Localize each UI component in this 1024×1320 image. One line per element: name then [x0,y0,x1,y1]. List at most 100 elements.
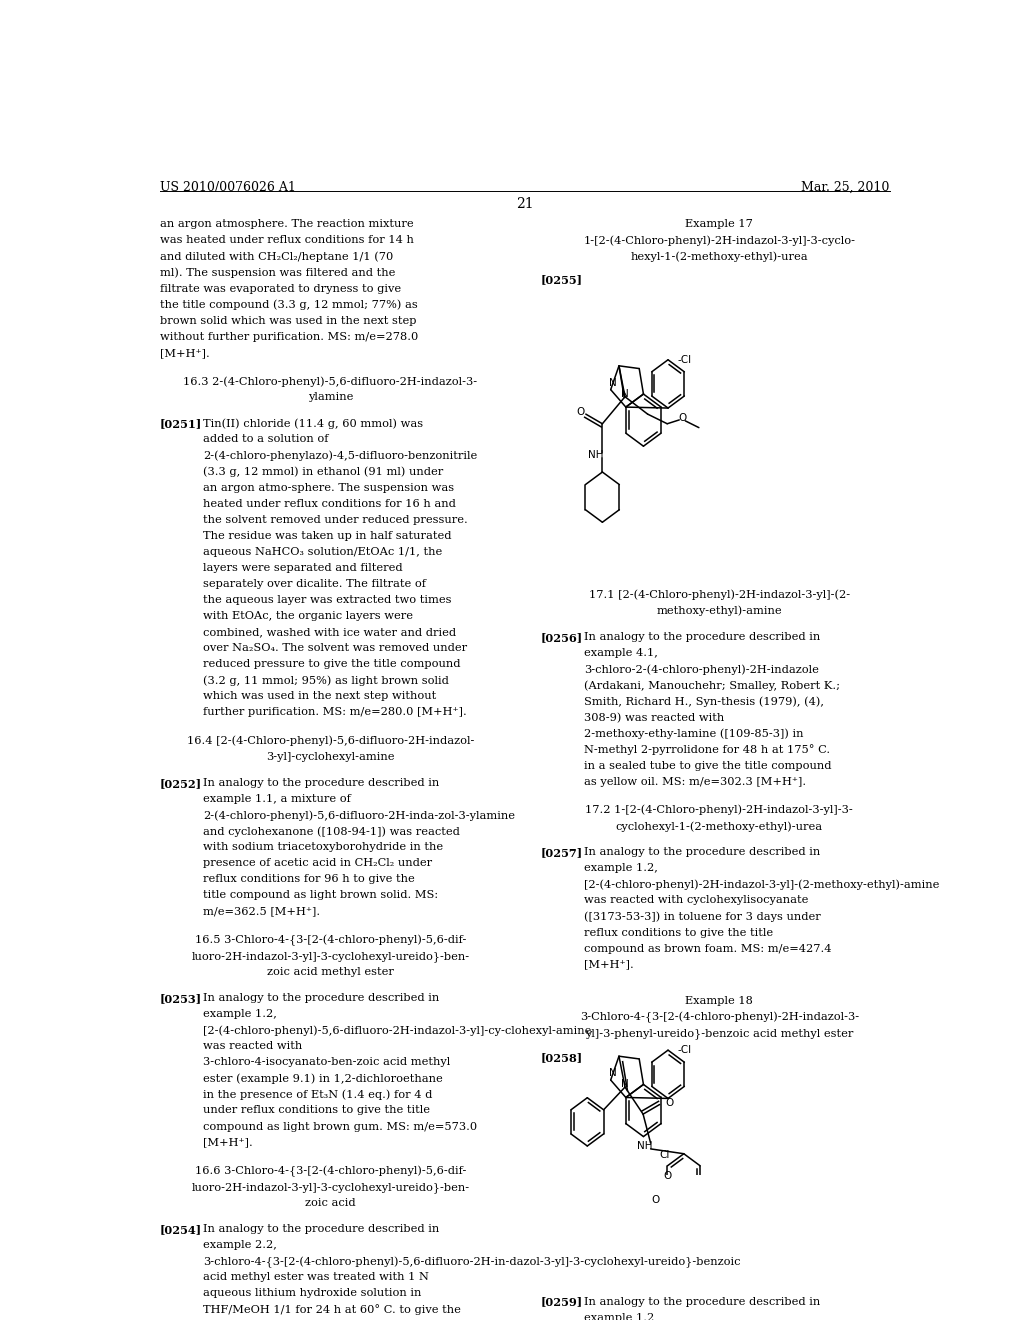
Text: (3.2 g, 11 mmol; 95%) as light brown solid: (3.2 g, 11 mmol; 95%) as light brown sol… [204,676,450,686]
Text: [0253]: [0253] [160,993,202,1005]
Text: (Ardakani, Manouchehr; Smalley, Robert K.;: (Ardakani, Manouchehr; Smalley, Robert K… [585,680,841,690]
Text: (3.3 g, 12 mmol) in ethanol (91 ml) under: (3.3 g, 12 mmol) in ethanol (91 ml) unde… [204,466,443,477]
Text: O: O [577,407,585,417]
Text: was reacted with cyclohexylisocyanate: was reacted with cyclohexylisocyanate [585,895,809,906]
Text: N: N [622,389,629,399]
Text: 3-chloro-2-(4-chloro-phenyl)-2H-indazole: 3-chloro-2-(4-chloro-phenyl)-2H-indazole [585,664,819,675]
Text: [0258]: [0258] [541,1052,583,1064]
Text: in the presence of Et₃N (1.4 eq.) for 4 d: in the presence of Et₃N (1.4 eq.) for 4 … [204,1089,433,1100]
Text: aqueous NaHCO₃ solution/EtOAc 1/1, the: aqueous NaHCO₃ solution/EtOAc 1/1, the [204,546,442,557]
Text: added to a solution of: added to a solution of [204,434,329,445]
Text: separately over dicalite. The filtrate of: separately over dicalite. The filtrate o… [204,579,426,589]
Text: -Cl: -Cl [677,355,691,364]
Text: [2-(4-chloro-phenyl)-5,6-difluoro-2H-indazol-3-yl]-cy-clohexyl-amine: [2-(4-chloro-phenyl)-5,6-difluoro-2H-ind… [204,1026,592,1036]
Text: in a sealed tube to give the title compound: in a sealed tube to give the title compo… [585,760,831,771]
Text: Example 17: Example 17 [685,219,754,230]
Text: Smith, Richard H., Syn-thesis (1979), (4),: Smith, Richard H., Syn-thesis (1979), (4… [585,697,824,708]
Text: zoic acid: zoic acid [305,1199,355,1208]
Text: 2-methoxy-ethy-lamine ([109-85-3]) in: 2-methoxy-ethy-lamine ([109-85-3]) in [585,729,804,739]
Text: [M+H⁺].: [M+H⁺]. [160,348,210,358]
Text: O: O [665,1097,673,1107]
Text: O: O [678,413,686,422]
Text: example 2.2,: example 2.2, [204,1241,278,1250]
Text: brown solid which was used in the next step: brown solid which was used in the next s… [160,315,416,326]
Text: 3-Chloro-4-{3-[2-(4-chloro-phenyl)-2H-indazol-3-: 3-Chloro-4-{3-[2-(4-chloro-phenyl)-2H-in… [580,1012,859,1023]
Text: ([3173-53-3]) in toluene for 3 days under: ([3173-53-3]) in toluene for 3 days unde… [585,911,821,921]
Text: [0255]: [0255] [541,273,583,285]
Text: Cl: Cl [659,1150,670,1160]
Text: ester (example 9.1) in 1,2-dichloroethane: ester (example 9.1) in 1,2-dichloroethan… [204,1073,443,1084]
Text: Tin(II) chloride (11.4 g, 60 mmol) was: Tin(II) chloride (11.4 g, 60 mmol) was [204,418,424,429]
Text: was heated under reflux conditions for 14 h: was heated under reflux conditions for 1… [160,235,414,246]
Text: ml). The suspension was filtered and the: ml). The suspension was filtered and the [160,268,395,279]
Text: Example 18: Example 18 [685,997,754,1006]
Text: methoxy-ethyl)-amine: methoxy-ethyl)-amine [656,606,782,616]
Text: example 1.2,: example 1.2, [204,1008,278,1019]
Text: NH: NH [637,1140,652,1151]
Text: the title compound (3.3 g, 12 mmol; 77%) as: the title compound (3.3 g, 12 mmol; 77%)… [160,300,418,310]
Text: [2-(4-chloro-phenyl)-2H-indazol-3-yl]-(2-methoxy-ethyl)-amine: [2-(4-chloro-phenyl)-2H-indazol-3-yl]-(2… [585,879,940,890]
Text: as yellow oil. MS: m/e=302.3 [M+H⁺].: as yellow oil. MS: m/e=302.3 [M+H⁺]. [585,776,807,787]
Text: 3-chloro-4-{3-[2-(4-chloro-phenyl)-5,6-difluoro-2H-in-dazol-3-yl]-3-cyclohexyl-u: 3-chloro-4-{3-[2-(4-chloro-phenyl)-5,6-d… [204,1257,741,1267]
Text: ylamine: ylamine [307,392,353,403]
Text: example 1.1, a mixture of: example 1.1, a mixture of [204,795,351,804]
Text: [0252]: [0252] [160,777,202,789]
Text: 16.5 3-Chloro-4-{3-[2-(4-chloro-phenyl)-5,6-dif-: 16.5 3-Chloro-4-{3-[2-(4-chloro-phenyl)-… [195,935,466,946]
Text: N-methyl 2-pyrrolidone for 48 h at 175° C.: N-methyl 2-pyrrolidone for 48 h at 175° … [585,744,830,755]
Text: The residue was taken up in half saturated: The residue was taken up in half saturat… [204,531,452,541]
Text: combined, washed with ice water and dried: combined, washed with ice water and drie… [204,627,457,638]
Text: under reflux conditions to give the title: under reflux conditions to give the titl… [204,1105,430,1115]
Text: N: N [609,378,616,388]
Text: THF/MeOH 1/1 for 24 h at 60° C. to give the: THF/MeOH 1/1 for 24 h at 60° C. to give … [204,1304,461,1315]
Text: 17.2 1-[2-(4-Chloro-phenyl)-2H-indazol-3-yl]-3-: 17.2 1-[2-(4-Chloro-phenyl)-2H-indazol-3… [586,805,853,816]
Text: In analogy to the procedure described in: In analogy to the procedure described in [204,777,439,788]
Text: layers were separated and filtered: layers were separated and filtered [204,562,403,573]
Text: aqueous lithium hydroxide solution in: aqueous lithium hydroxide solution in [204,1288,422,1299]
Text: with sodium triacetoxyborohydride in the: with sodium triacetoxyborohydride in the [204,842,443,853]
Text: N: N [609,1068,616,1078]
Text: with EtOAc, the organic layers were: with EtOAc, the organic layers were [204,611,414,622]
Text: heated under reflux conditions for 16 h and: heated under reflux conditions for 16 h … [204,499,457,508]
Text: compound as brown foam. MS: m/e=427.4: compound as brown foam. MS: m/e=427.4 [585,944,831,953]
Text: title compound as light brown solid. MS:: title compound as light brown solid. MS: [204,891,438,900]
Text: 3-chloro-4-isocyanato-ben-zoic acid methyl: 3-chloro-4-isocyanato-ben-zoic acid meth… [204,1057,451,1068]
Text: 16.4 [2-(4-Chloro-phenyl)-5,6-difluoro-2H-indazol-: 16.4 [2-(4-Chloro-phenyl)-5,6-difluoro-2… [186,735,474,746]
Text: example 1.2,: example 1.2, [585,1312,658,1320]
Text: NH: NH [588,450,603,459]
Text: m/e=362.5 [M+H⁺].: m/e=362.5 [M+H⁺]. [204,907,321,916]
Text: filtrate was evaporated to dryness to give: filtrate was evaporated to dryness to gi… [160,284,400,293]
Text: [0257]: [0257] [541,847,583,858]
Text: acid methyl ester was treated with 1 N: acid methyl ester was treated with 1 N [204,1272,429,1282]
Text: 1-[2-(4-Chloro-phenyl)-2H-indazol-3-yl]-3-cyclo-: 1-[2-(4-Chloro-phenyl)-2H-indazol-3-yl]-… [584,235,855,246]
Text: 16.6 3-Chloro-4-{3-[2-(4-chloro-phenyl)-5,6-dif-: 16.6 3-Chloro-4-{3-[2-(4-chloro-phenyl)-… [195,1166,466,1177]
Text: N: N [622,1080,629,1089]
Text: In analogy to the procedure described in: In analogy to the procedure described in [585,632,820,642]
Text: and diluted with CH₂Cl₂/heptane 1/1 (70: and diluted with CH₂Cl₂/heptane 1/1 (70 [160,252,393,263]
Text: [0256]: [0256] [541,632,583,643]
Text: without further purification. MS: m/e=278.0: without further purification. MS: m/e=27… [160,331,418,342]
Text: In analogy to the procedure described in: In analogy to the procedure described in [585,1296,820,1307]
Text: was reacted with: was reacted with [204,1041,303,1051]
Text: O: O [664,1171,672,1181]
Text: and cyclohexanone ([108-94-1]) was reacted: and cyclohexanone ([108-94-1]) was react… [204,826,460,837]
Text: [0251]: [0251] [160,418,202,429]
Text: reduced pressure to give the title compound: reduced pressure to give the title compo… [204,659,461,669]
Text: the solvent removed under reduced pressure.: the solvent removed under reduced pressu… [204,515,468,525]
Text: 2-(4-chloro-phenyl)-5,6-difluoro-2H-inda-zol-3-ylamine: 2-(4-chloro-phenyl)-5,6-difluoro-2H-inda… [204,810,515,821]
Text: zoic acid methyl ester: zoic acid methyl ester [267,966,394,977]
Text: presence of acetic acid in CH₂Cl₂ under: presence of acetic acid in CH₂Cl₂ under [204,858,432,869]
Text: yl]-3-phenyl-ureido}-benzoic acid methyl ester: yl]-3-phenyl-ureido}-benzoic acid methyl… [585,1028,853,1039]
Text: Mar. 25, 2010: Mar. 25, 2010 [802,181,890,194]
Text: [0254]: [0254] [160,1224,202,1236]
Text: luoro-2H-indazol-3-yl]-3-cyclohexyl-ureido}-ben-: luoro-2H-indazol-3-yl]-3-cyclohexyl-urei… [191,950,469,961]
Text: [0259]: [0259] [541,1296,583,1308]
Text: US 2010/0076026 A1: US 2010/0076026 A1 [160,181,296,194]
Text: [M+H⁺].: [M+H⁺]. [585,960,634,970]
Text: an argon atmosphere. The reaction mixture: an argon atmosphere. The reaction mixtur… [160,219,414,230]
Text: example 4.1,: example 4.1, [585,648,658,659]
Text: In analogy to the procedure described in: In analogy to the procedure described in [585,847,820,857]
Text: cyclohexyl-1-(2-methoxy-ethyl)-urea: cyclohexyl-1-(2-methoxy-ethyl)-urea [615,821,823,832]
Text: 21: 21 [516,197,534,211]
Text: In analogy to the procedure described in: In analogy to the procedure described in [204,993,439,1003]
Text: an argon atmo-sphere. The suspension was: an argon atmo-sphere. The suspension was [204,483,455,492]
